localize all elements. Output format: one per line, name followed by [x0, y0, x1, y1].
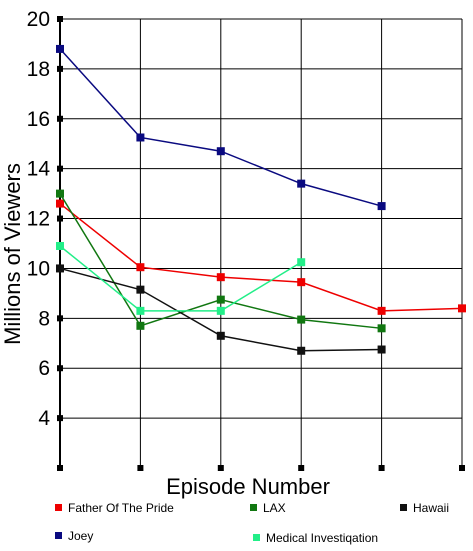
y-tick-mark	[57, 16, 63, 22]
y-tick-label: 12	[27, 208, 50, 231]
y-tick-label: 10	[27, 257, 50, 280]
grid	[59, 18, 463, 468]
y-axis-label: Millions of Viewers	[0, 163, 25, 345]
data-point	[136, 306, 145, 315]
y-tick-mark	[57, 165, 63, 172]
y-tick-label: 16	[27, 108, 50, 131]
data-point	[136, 133, 145, 142]
data-point	[297, 258, 306, 267]
legend-item: Hawaii	[400, 501, 449, 515]
data-point	[56, 189, 64, 198]
y-tick-label: 6	[38, 357, 50, 380]
data-point	[216, 331, 225, 340]
data-point	[56, 264, 64, 273]
legend-item: Medical Investiqation	[253, 531, 378, 545]
legend-swatch	[253, 534, 260, 541]
legend-item: Father Of The Pride	[55, 501, 174, 515]
data-point	[136, 321, 145, 330]
series-hawaii	[56, 264, 386, 355]
y-tick-label: 4	[38, 407, 50, 430]
data-point	[216, 273, 225, 282]
legend-label: Medical Investiqation	[266, 531, 378, 545]
legend-swatch	[55, 532, 62, 539]
legend: Father Of The Pride LAX Hawaii Joey Medical …	[55, 501, 449, 545]
series-line	[59, 203, 463, 312]
series-lax	[56, 189, 386, 333]
data-point	[377, 345, 386, 354]
data-point	[56, 44, 64, 53]
legend-label: LAX	[263, 501, 286, 515]
x-tick-mark	[459, 465, 465, 471]
y-tick-label: 8	[38, 307, 50, 330]
data-point	[297, 315, 306, 324]
x-tick-mark	[378, 465, 385, 471]
data-point	[136, 263, 145, 272]
data-point	[216, 147, 225, 156]
data-point	[56, 199, 64, 208]
x-tick-mark	[137, 465, 144, 471]
series-father-of-the-pride	[56, 199, 466, 315]
x-tick-mark	[217, 465, 224, 471]
axes	[57, 16, 465, 471]
legend-label: Joey	[68, 529, 93, 543]
data-point	[297, 346, 306, 355]
data-point	[377, 306, 386, 315]
legend-item: Joey	[55, 529, 93, 543]
y-tick-mark	[57, 115, 63, 122]
y-tick-mark	[57, 215, 63, 222]
data-point	[216, 295, 225, 304]
x-tick-mark	[298, 465, 305, 471]
data-point	[297, 179, 306, 188]
y-tick-mark	[57, 65, 63, 72]
series-joey	[56, 44, 386, 211]
y-tick-labels: 4 6 8 10 12 14 16 18 20	[27, 8, 51, 430]
legend-label: Father Of The Pride	[68, 501, 174, 515]
legend-swatch	[55, 504, 62, 511]
data-point	[216, 306, 225, 315]
y-tick-label: 20	[27, 8, 50, 31]
x-tick-mark	[57, 465, 63, 471]
y-tick-mark	[57, 365, 63, 372]
data-point	[136, 285, 145, 294]
y-tick-mark	[57, 315, 63, 322]
legend-swatch	[400, 504, 407, 511]
data-point	[377, 202, 386, 211]
series-line	[59, 245, 302, 312]
data-point	[56, 241, 64, 250]
y-tick-label: 18	[27, 58, 50, 81]
x-axis-label: Episode Number	[166, 474, 330, 499]
series-medical-investiqation	[56, 241, 306, 315]
legend-swatch	[250, 504, 257, 511]
legend-item: LAX	[250, 501, 286, 515]
legend-label: Hawaii	[413, 501, 449, 515]
data-point	[377, 324, 386, 333]
data-point	[297, 278, 306, 287]
y-tick-mark	[57, 415, 63, 422]
y-tick-label: 14	[27, 158, 51, 181]
series-lines	[56, 44, 466, 355]
data-point	[458, 304, 466, 313]
